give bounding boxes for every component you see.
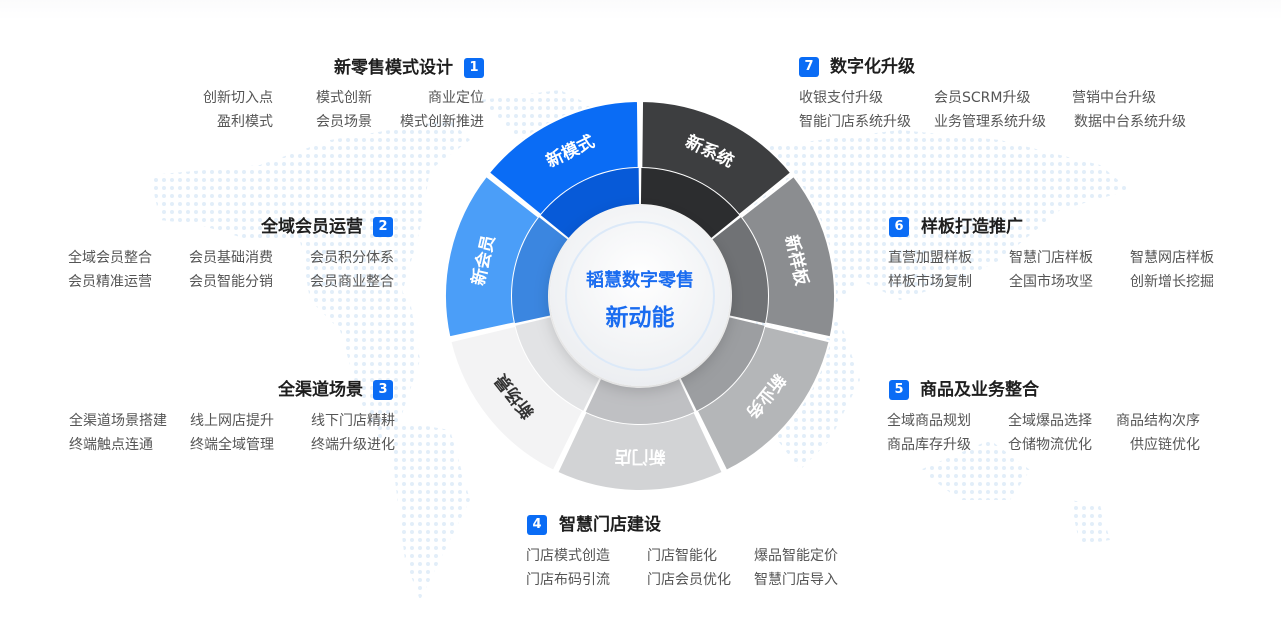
list-item: 样板市场复制 [888,274,972,290]
list-item: 线上网店提升 [190,413,274,429]
list-item: 爆品智能定价 [754,548,838,564]
list-item: 门店布码引流 [526,572,610,588]
number-badge: 2 [373,217,393,237]
list-item: 商品结构次序 [1116,413,1200,429]
segment-inner-band [515,317,600,411]
list-item: 模式创新 [316,90,372,106]
segment-system: 新系统 [640,100,793,238]
section-title: 新零售模式设计 [334,58,453,78]
segment-inner-band [640,168,740,238]
center-title: 韬慧数字零售 [586,270,694,291]
segment-template: 新样板 [712,174,836,339]
segment-store: 新门店 [555,379,725,492]
list-item: 全国市场攻坚 [1009,274,1093,290]
list-item: 全域爆品选择 [1008,413,1092,429]
list-item: 全域会员整合 [68,250,152,266]
section-title: 样板打造推广 [921,217,1023,237]
center-subtitle: 新动能 [605,305,675,331]
segment-inner-band [712,217,769,324]
list-item: 仓储物流优化 [1008,437,1092,453]
list-item: 供应链优化 [1130,437,1200,453]
section-title: 全渠道场景 [278,380,363,400]
number-badge: 1 [464,58,484,78]
list-item: 门店会员优化 [647,572,731,588]
list-item: 商业定位 [428,90,484,106]
list-item: 商品库存升级 [887,437,971,453]
list-item: 智慧门店导入 [754,572,838,588]
segment-inner-band [540,168,640,238]
center-circle [550,206,730,386]
list-item: 直营加盟样板 [888,250,972,266]
list-item: 线下门店精耕 [311,413,395,429]
section-title: 智慧门店建设 [559,515,661,535]
number-badge: 3 [373,380,393,400]
segment-member: 新会员 [444,174,568,339]
list-item: 收银支付升级 [799,90,883,106]
segment-inner-band [511,217,568,324]
list-item: 智慧门店样板 [1009,250,1093,266]
segment-inner-band [680,317,765,411]
list-item: 会员智能分销 [189,274,273,290]
list-item: 模式创新推进 [400,114,484,130]
list-item: 会员基础消费 [189,250,273,266]
number-badge: 7 [799,57,819,77]
list-item: 智慧网店样板 [1130,250,1214,266]
segment-scene: 新场景 [449,317,600,473]
section-title: 商品及业务整合 [920,380,1039,400]
segment-business: 新业务 [680,317,831,473]
list-item: 会员SCRM升级 [934,90,1031,106]
segment-inner-band [585,379,695,424]
list-item: 营销中台升级 [1072,90,1156,106]
list-item: 会员场景 [316,114,372,130]
number-badge: 5 [889,380,909,400]
segment-label: 新门店 [615,446,666,467]
list-item: 业务管理系统升级 [934,114,1046,130]
list-item: 门店智能化 [647,548,717,564]
list-item: 会员积分体系 [310,250,394,266]
list-item: 终端触点连通 [69,437,153,453]
section-title: 全域会员运营 [261,217,363,237]
list-item: 门店模式创造 [526,548,610,564]
list-item: 盈利模式 [217,114,273,130]
list-item: 创新切入点 [203,90,273,106]
list-item: 全域商品规划 [887,413,971,429]
list-item: 智能门店系统升级 [799,114,911,130]
number-badge: 4 [527,515,547,535]
list-item: 会员精准运营 [68,274,152,290]
list-item: 全渠道场景搭建 [69,413,167,429]
list-item: 数据中台系统升级 [1074,114,1186,130]
center-inner-ring [565,221,715,371]
segment-mode: 新模式 [487,100,640,238]
number-badge: 6 [889,217,909,237]
section-title: 数字化升级 [830,57,915,77]
list-item: 终端升级进化 [311,437,395,453]
list-item: 会员商业整合 [310,274,394,290]
list-item: 创新增长挖掘 [1130,274,1214,290]
list-item: 终端全域管理 [190,437,274,453]
